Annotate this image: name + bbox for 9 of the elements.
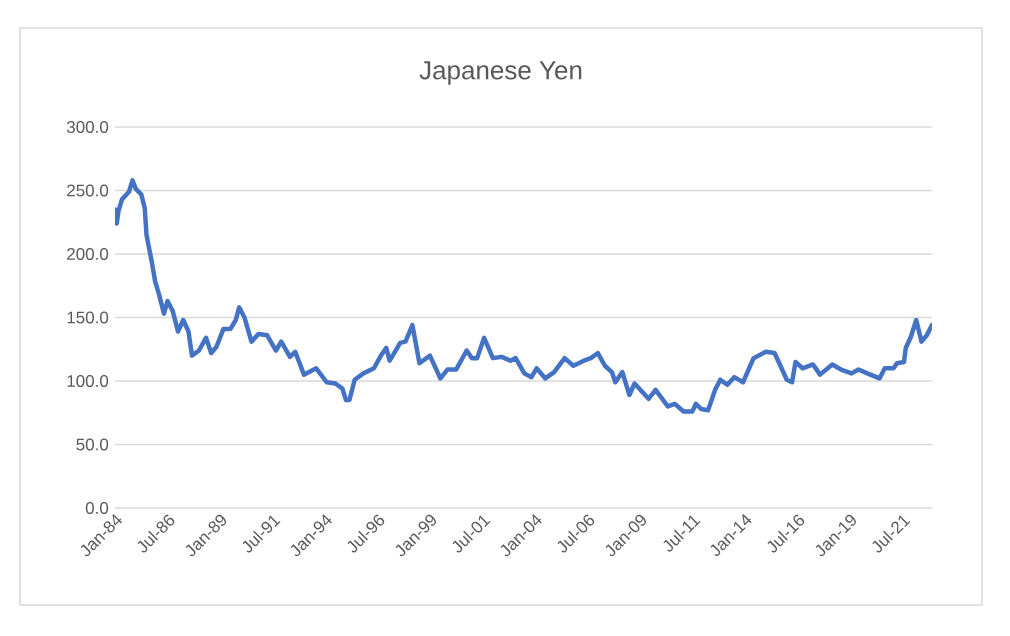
y-tick-label: 100.0 — [67, 374, 109, 388]
y-tick-label: 300.0 — [66, 120, 109, 134]
line-series — [115, 178, 932, 414]
y-tick-label: 50.0 — [76, 438, 109, 451]
chart-title: Japanese Yen — [419, 61, 582, 85]
y-tick-label: 250.0 — [67, 184, 109, 197]
y-tick-label: 0.0 — [85, 501, 109, 515]
y-tick-label: 200.0 — [67, 247, 109, 261]
y-tick-label: 150.0 — [67, 311, 109, 324]
